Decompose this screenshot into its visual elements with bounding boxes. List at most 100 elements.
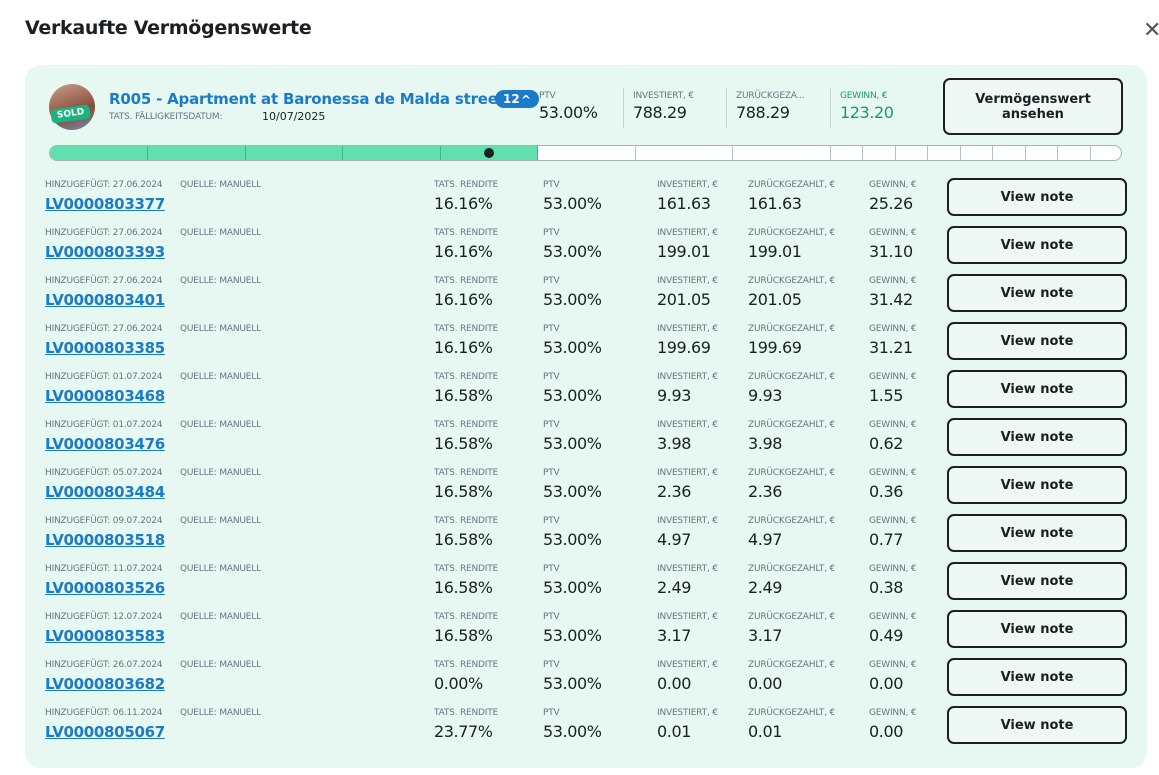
column-label: PTV xyxy=(543,516,560,526)
column-value: 16.58% xyxy=(434,434,493,453)
column-value: 199.01 xyxy=(748,242,802,261)
added-date: HINZUGEFÜGT: 05.07.2024 xyxy=(45,468,163,478)
progress-check xyxy=(484,148,494,158)
column-value: 16.16% xyxy=(434,290,493,309)
column-value: 31.10 xyxy=(869,242,913,261)
source: QUELLE: MANUELL xyxy=(180,660,261,670)
progress-tick xyxy=(342,146,343,160)
source: QUELLE: MANUELL xyxy=(180,372,261,382)
note-id-link[interactable]: LV0000803583 xyxy=(45,627,165,645)
progress-bar xyxy=(49,145,1122,161)
column-label: ZURÜCKGEZAHLT, € xyxy=(748,612,836,622)
close-button[interactable]: ✕ xyxy=(1143,18,1159,43)
stat-value: 788.29 xyxy=(633,103,687,122)
view-note-button[interactable]: View note xyxy=(947,514,1127,552)
column-value: 161.63 xyxy=(748,194,802,213)
view-note-button[interactable]: View note xyxy=(947,706,1127,744)
note-id-link[interactable]: LV0000803468 xyxy=(45,387,165,405)
view-note-button[interactable]: View note xyxy=(947,274,1127,312)
note-id-link[interactable]: LV0000805067 xyxy=(45,723,165,741)
asset-name[interactable]: R005 - Apartment at Baronessa de Malda s… xyxy=(109,90,505,108)
column-label: TATS. RENDITE xyxy=(434,420,499,430)
note-id-link[interactable]: LV0000803518 xyxy=(45,531,165,549)
column-value: 31.21 xyxy=(869,338,913,357)
note-id-link[interactable]: LV0000803385 xyxy=(45,339,165,357)
added-date: HINZUGEFÜGT: 09.07.2024 xyxy=(45,516,163,526)
column-value: 53.00% xyxy=(543,194,602,213)
column-label: GEWINN, € xyxy=(869,228,917,238)
column-label: ZURÜCKGEZAHLT, € xyxy=(748,564,836,574)
progress-tick xyxy=(960,146,961,160)
progress-tick xyxy=(830,146,831,160)
column-label: PTV xyxy=(543,420,560,430)
column-value: 199.69 xyxy=(657,338,711,357)
modal-title: Verkaufte Vermögenswerte xyxy=(25,17,312,39)
column-value: 1.55 xyxy=(869,386,904,405)
column-label: ZURÜCKGEZAHLT, € xyxy=(748,228,836,238)
view-note-button[interactable]: View note xyxy=(947,562,1127,600)
view-note-button[interactable]: View note xyxy=(947,226,1127,264)
column-label: PTV xyxy=(543,228,560,238)
note-id-link[interactable]: LV0000803377 xyxy=(45,195,165,213)
progress-tick xyxy=(440,146,441,160)
added-date: HINZUGEFÜGT: 27.06.2024 xyxy=(45,228,163,238)
column-label: GEWINN, € xyxy=(869,180,917,190)
view-note-button[interactable]: View note xyxy=(947,466,1127,504)
column-label: GEWINN, € xyxy=(869,612,917,622)
view-note-button[interactable]: View note xyxy=(947,610,1127,648)
column-label: INVESTIERT, € xyxy=(657,516,718,526)
column-value: 53.00% xyxy=(543,242,602,261)
column-value: 201.05 xyxy=(657,290,711,309)
column-value: 3.17 xyxy=(657,626,692,645)
stat-separator xyxy=(623,88,624,128)
progress-tick xyxy=(992,146,993,160)
column-label: TATS. RENDITE xyxy=(434,276,499,286)
note-count[interactable]: 12 xyxy=(495,90,539,109)
column-value: 53.00% xyxy=(543,434,602,453)
column-value: 16.58% xyxy=(434,386,493,405)
column-label: GEWINN, € xyxy=(869,468,917,478)
column-value: 9.93 xyxy=(748,386,783,405)
view-note-button[interactable]: View note xyxy=(947,322,1127,360)
note-id-link[interactable]: LV0000803476 xyxy=(45,435,165,453)
stat-label: INVESTIERT, € xyxy=(633,91,694,101)
view-asset-button[interactable]: Vermögenswert ansehen xyxy=(943,78,1123,135)
column-value: 16.16% xyxy=(434,338,493,357)
column-value: 16.58% xyxy=(434,626,493,645)
view-note-button[interactable]: View note xyxy=(947,658,1127,696)
note-id-link[interactable]: LV0000803393 xyxy=(45,243,165,261)
column-value: 0.00 xyxy=(657,674,692,693)
view-note-button[interactable]: View note xyxy=(947,418,1127,456)
column-value: 2.36 xyxy=(748,482,783,501)
column-label: TATS. RENDITE xyxy=(434,180,499,190)
stat-value: 123.20 xyxy=(840,103,894,122)
view-note-button[interactable]: View note xyxy=(947,178,1127,216)
column-value: 201.05 xyxy=(748,290,802,309)
column-value: 53.00% xyxy=(543,674,602,693)
column-label: TATS. RENDITE xyxy=(434,660,499,670)
note-id-link[interactable]: LV0000803526 xyxy=(45,579,165,597)
column-value: 16.16% xyxy=(434,242,493,261)
column-label: PTV xyxy=(543,612,560,622)
column-label: ZURÜCKGEZAHLT, € xyxy=(748,468,836,478)
note-id-link[interactable]: LV0000803484 xyxy=(45,483,165,501)
progress-tick xyxy=(1025,146,1026,160)
progress-tick xyxy=(732,146,733,160)
source: QUELLE: MANUELL xyxy=(180,612,261,622)
source: QUELLE: MANUELL xyxy=(180,324,261,334)
column-label: GEWINN, € xyxy=(869,708,917,718)
column-value: 53.00% xyxy=(543,290,602,309)
column-label: GEWINN, € xyxy=(869,516,917,526)
stat-separator xyxy=(726,88,727,128)
column-value: 199.01 xyxy=(657,242,711,261)
progress-tick xyxy=(537,146,538,160)
added-date: HINZUGEFÜGT: 26.07.2024 xyxy=(45,660,163,670)
added-date: HINZUGEFÜGT: 06.11.2024 xyxy=(45,708,163,718)
column-value: 53.00% xyxy=(543,626,602,645)
note-id-link[interactable]: LV0000803682 xyxy=(45,675,165,693)
view-note-button[interactable]: View note xyxy=(947,370,1127,408)
column-value: 199.69 xyxy=(748,338,802,357)
note-id-link[interactable]: LV0000803401 xyxy=(45,291,165,309)
